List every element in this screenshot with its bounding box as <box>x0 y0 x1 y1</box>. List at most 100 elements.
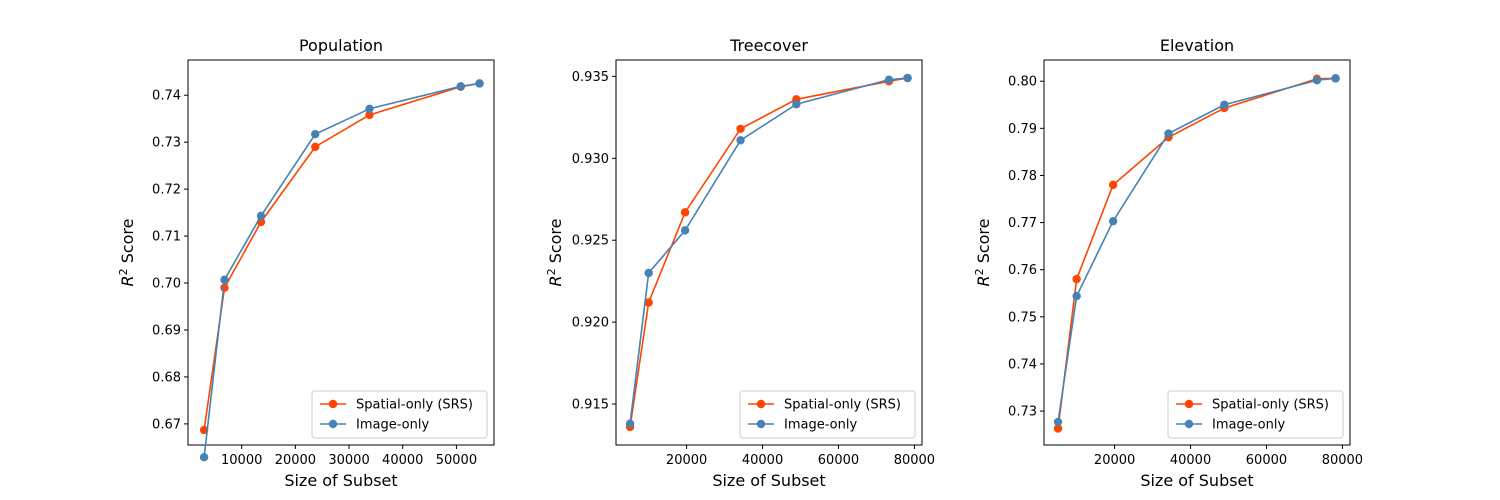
y-axis-label-symbol: R <box>974 275 993 286</box>
y-tick-label: 0.74 <box>1008 357 1037 372</box>
x-tick-label: 20000 <box>1094 453 1135 468</box>
axes-frame <box>1043 59 1351 446</box>
data-point <box>1220 100 1229 109</box>
x-tick-label: 80000 <box>1322 453 1363 468</box>
data-point <box>1312 76 1322 85</box>
y-tick-label: 0.69 <box>152 323 181 338</box>
x-tick-label: 30000 <box>328 453 369 468</box>
data-point <box>625 419 635 428</box>
y-tick-label: 0.925 <box>572 234 609 249</box>
series-image-only <box>625 73 912 428</box>
data-point <box>792 100 801 109</box>
legend-label: Image-only <box>356 418 429 433</box>
legend-marker <box>1184 399 1194 409</box>
y-axis-label-superscript: 2 <box>973 268 986 275</box>
data-point <box>311 129 320 139</box>
x-axis-label: Size of Subset <box>712 471 825 490</box>
legend-marker <box>328 399 338 409</box>
y-axis-label-text: Score <box>118 218 137 268</box>
y-tick-label: 0.935 <box>572 70 609 85</box>
data-point <box>1072 274 1081 284</box>
data-point <box>644 298 653 307</box>
y-tick-label: 0.75 <box>1008 310 1037 325</box>
y-tick-label: 0.70 <box>152 277 181 292</box>
x-tick-label: 50000 <box>436 453 477 468</box>
legend-box <box>311 390 488 439</box>
data-point <box>1108 180 1118 190</box>
data-point <box>256 211 266 221</box>
series-image-only <box>1053 74 1340 427</box>
x-tick-label: 40000 <box>742 453 783 468</box>
y-tick-label: 0.920 <box>572 316 609 331</box>
y-axis-label-text: Score <box>546 218 565 268</box>
x-tick-label: 40000 <box>382 453 423 468</box>
chart-title: Elevation <box>1160 36 1234 55</box>
x-axis-label: Size of Subset <box>284 471 397 490</box>
data-point <box>1331 74 1340 83</box>
data-point <box>680 208 690 217</box>
legend-marker <box>328 419 338 429</box>
legend-box <box>739 390 916 439</box>
x-tick-label: 20000 <box>275 453 316 468</box>
y-tick-label: 0.73 <box>1008 405 1037 420</box>
y-axis-label: R2 Score <box>117 218 137 286</box>
x-axis-label: Size of Subset <box>1140 471 1253 490</box>
x-tick-label: 40000 <box>1170 453 1211 468</box>
y-tick-label: 0.79 <box>1008 122 1037 137</box>
x-tick-label: 80000 <box>894 453 935 468</box>
data-point <box>903 73 912 83</box>
chart-panel-2: Treecover 20000 40000 60000 80000 0.915 0.920 0… <box>545 36 935 490</box>
chart-panel-3: Elevation 20000 40000 60000 80000 0.73 0.74 0.7… <box>973 36 1363 490</box>
x-tick-label: 10000 <box>221 453 262 468</box>
y-tick-label: 0.72 <box>152 183 181 198</box>
y-axis-label-symbol: R <box>546 275 565 286</box>
data-point <box>680 226 690 235</box>
y-tick-label: 0.915 <box>572 398 609 413</box>
data-point <box>365 110 374 120</box>
y-axis-label: R2 Score <box>545 218 565 286</box>
y-axis-label-text: Score <box>974 218 993 268</box>
y-axis-label-symbol: R <box>118 275 137 286</box>
x-tick-label: 60000 <box>818 453 859 468</box>
data-point <box>365 104 374 114</box>
data-point <box>311 142 320 152</box>
y-tick-label: 0.68 <box>152 370 181 385</box>
legend-marker <box>756 419 766 429</box>
data-point <box>1072 291 1081 301</box>
data-point <box>475 79 484 88</box>
y-tick-label: 0.76 <box>1008 263 1037 278</box>
y-axis-label: R2 Score <box>973 218 993 286</box>
series-image-only <box>199 79 484 462</box>
legend: Spatial-only (SRS) Image-only <box>311 390 488 439</box>
axes-frame <box>615 59 923 446</box>
axes-frame <box>187 59 495 446</box>
legend-label: Image-only <box>784 418 857 433</box>
data-point <box>220 283 229 292</box>
y-tick-label: 0.78 <box>1008 169 1037 184</box>
legend-label: Spatial-only (SRS) <box>1212 398 1329 413</box>
x-tick-label: 20000 <box>666 453 707 468</box>
chart-title: Population <box>299 36 383 55</box>
data-point <box>736 136 745 145</box>
y-axis-label-superscript: 2 <box>545 268 558 275</box>
y-tick-label: 0.77 <box>1008 216 1037 231</box>
data-point <box>884 75 894 84</box>
legend-label: Spatial-only (SRS) <box>356 398 473 413</box>
data-point <box>1053 424 1063 433</box>
data-point <box>220 275 229 284</box>
y-tick-label: 0.80 <box>1008 75 1037 90</box>
chart-title: Treecover <box>729 36 808 55</box>
y-tick-label: 0.74 <box>152 89 181 104</box>
legend: Spatial-only (SRS) Image-only <box>739 390 916 439</box>
chart-panel-1: Population 10000 20000 30000 40000 50000 0.67 0… <box>117 36 495 490</box>
legend-marker <box>756 399 766 409</box>
y-axis-label-superscript: 2 <box>117 268 130 275</box>
data-point <box>1164 129 1173 138</box>
data-point <box>644 268 653 278</box>
y-tick-label: 0.71 <box>152 230 181 245</box>
data-point <box>736 124 745 134</box>
legend-marker <box>1184 419 1194 429</box>
legend-box <box>1167 390 1344 439</box>
y-tick-label: 0.67 <box>152 417 181 432</box>
legend-label: Spatial-only (SRS) <box>784 398 901 413</box>
